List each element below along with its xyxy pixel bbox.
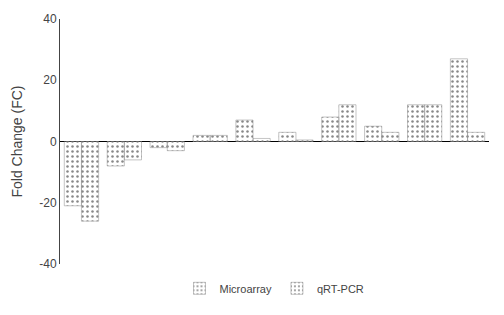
svg-text:Fold Change (FC): Fold Change (FC) bbox=[9, 85, 25, 197]
svg-text:20: 20 bbox=[43, 73, 57, 87]
svg-text:0: 0 bbox=[50, 135, 57, 149]
svg-text:-20: -20 bbox=[39, 196, 57, 210]
svg-text:qRT-PCR: qRT-PCR bbox=[317, 283, 364, 295]
svg-text:40: 40 bbox=[43, 12, 57, 26]
svg-text:-40: -40 bbox=[39, 257, 57, 271]
svg-text:Microarray: Microarray bbox=[220, 283, 272, 295]
